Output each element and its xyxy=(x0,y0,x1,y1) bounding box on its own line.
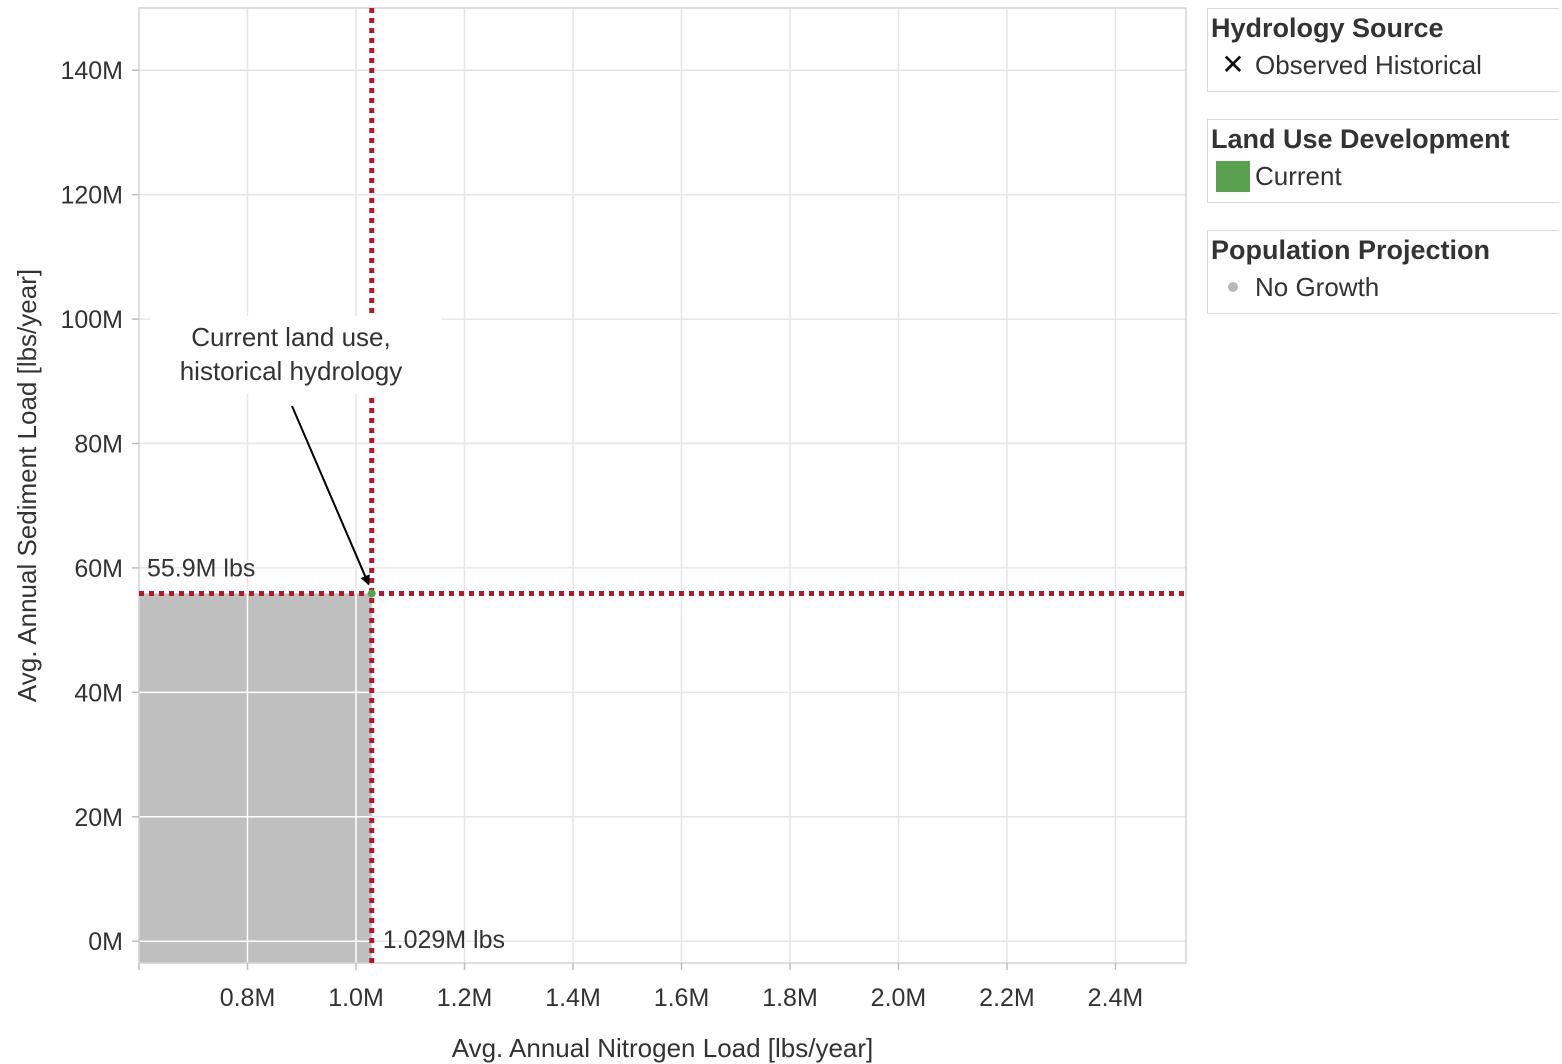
x-axis-title: Avg. Annual Nitrogen Load [lbs/year] xyxy=(452,1033,874,1063)
color-swatch xyxy=(1216,160,1250,192)
y-tick-label: 60M xyxy=(74,555,123,583)
annotation-line-2: historical hydrology xyxy=(180,356,403,386)
legend-land-use-development: Land Use Development Current xyxy=(1207,119,1559,203)
plot-area xyxy=(138,7,1187,964)
grid-over-shade xyxy=(139,593,372,963)
legend-title: Land Use Development xyxy=(1211,124,1510,154)
legend-item-observed-historical[interactable]: ✕ Observed Historical xyxy=(1211,45,1559,85)
reference-label-y: 55.9M lbs xyxy=(147,554,255,582)
axes: 0.8M 1.0M 1.2M 1.4M 1.6M 1.8M 2.0M 2.2M 2.4M 0M 20… xyxy=(60,57,1143,1012)
legend-item-label: No Growth xyxy=(1255,271,1380,302)
y-tick-label: 120M xyxy=(60,182,123,210)
y-tick-label: 40M xyxy=(74,679,123,707)
y-tick-label: 20M xyxy=(74,804,123,832)
legend-population-projection: Population Projection No Growth xyxy=(1207,230,1559,314)
x-mark-icon: ✕ xyxy=(1221,48,1245,81)
data-point xyxy=(367,589,376,598)
x-tick-label: 0.8M xyxy=(220,984,276,1012)
x-tick-label: 1.0M xyxy=(328,984,384,1012)
annotation-line-1: Current land use, xyxy=(191,322,390,352)
y-tick-label: 100M xyxy=(60,306,123,334)
x-tick-label: 1.6M xyxy=(654,984,710,1012)
legend-item-label: Observed Historical xyxy=(1255,49,1482,80)
x-tick-label: 1.8M xyxy=(762,984,818,1012)
x-tick-label: 2.2M xyxy=(979,984,1035,1012)
legend-title: Hydrology Source xyxy=(1211,13,1444,43)
legend-hydrology-source: Hydrology Source ✕ Observed Historical xyxy=(1207,8,1559,92)
y-tick-label: 80M xyxy=(74,431,123,459)
y-tick-label: 140M xyxy=(60,57,123,85)
circle-marker-icon xyxy=(1228,282,1238,292)
x-tick-label: 1.4M xyxy=(545,984,601,1012)
legend-item-no-growth[interactable]: No Growth xyxy=(1211,267,1559,307)
reference-label-x: 1.029M lbs xyxy=(383,926,505,954)
legend-item-current[interactable]: Current xyxy=(1211,156,1559,196)
y-axis-title: Avg. Annual Sediment Load [lbs/year] xyxy=(12,269,42,702)
x-tick-label: 1.2M xyxy=(437,984,493,1012)
y-tick-label: 0M xyxy=(88,928,123,956)
shaded-region xyxy=(139,593,372,963)
legend-item-label: Current xyxy=(1255,160,1342,191)
annotation-background xyxy=(150,316,442,394)
x-tick-label: 2.4M xyxy=(1088,984,1144,1012)
data-points xyxy=(367,589,376,598)
legend-title: Population Projection xyxy=(1211,235,1491,265)
x-tick-label: 2.0M xyxy=(871,984,927,1012)
annotation-arrow xyxy=(291,405,370,586)
